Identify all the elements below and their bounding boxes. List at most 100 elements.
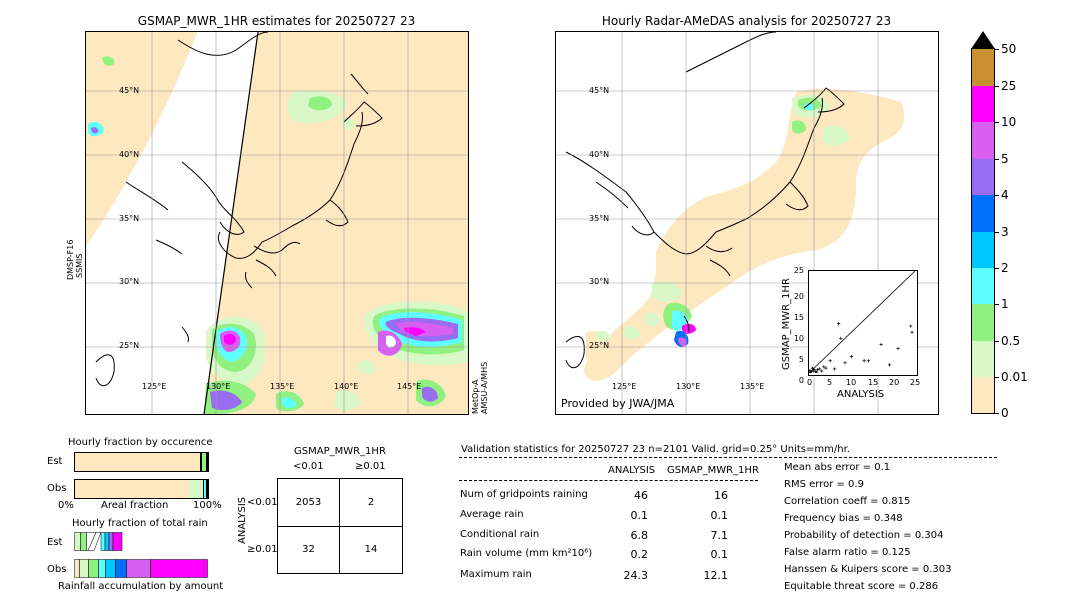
data-credit: Provided by JWA/JMA — [561, 397, 675, 410]
left-lon-label-130: 130°E — [206, 382, 231, 391]
left-map-canvas — [86, 32, 468, 414]
colorbar-label-5: 5 — [1001, 152, 1009, 166]
scatter-point-12 — [832, 367, 837, 371]
left-lon-label-145: 145°E — [397, 382, 422, 391]
contingency-col-ge: ≥0.01 — [355, 461, 386, 472]
contingency-grid: 2053 2 32 14 — [277, 478, 403, 574]
validation-divider-top — [459, 457, 997, 458]
scatter-point-10 — [824, 366, 828, 370]
scatter-point-14 — [839, 336, 843, 340]
colorbar-label-4: 4 — [1001, 188, 1009, 202]
validation-header: Validation statistics for 20250727 23 n=… — [461, 444, 850, 455]
right-lat-label-40: 40°N — [589, 150, 610, 159]
scatter-point-15 — [843, 361, 847, 365]
total-rain-obs-bar — [74, 559, 208, 578]
scatter-point-18 — [866, 359, 870, 363]
total-rain-est-bar — [74, 532, 123, 551]
left-map-panel — [85, 31, 469, 415]
scatter-point-8 — [820, 369, 824, 373]
scatter-point-13 — [837, 322, 841, 326]
stat-analysis-conditional: 6.8 — [630, 529, 649, 542]
total-rain-est-label: Est — [47, 537, 63, 548]
contingency-cell-lt-ge: 2 — [367, 497, 375, 508]
contingency-row-ge: ≥0.01 — [247, 544, 278, 555]
validation-col-analysis: ANALYSIS — [608, 465, 656, 476]
left-lat-label-35: 35°N — [119, 214, 140, 223]
stat-analysis-average: 0.1 — [630, 509, 649, 522]
scatter-point-9 — [822, 365, 826, 369]
scatter-diagonal — [808, 270, 916, 374]
scatter-point-20 — [887, 363, 892, 367]
occurrence-obs-bar — [74, 479, 209, 499]
right-lon-label-135: 135°E — [740, 382, 765, 391]
scatter-plot-area — [808, 270, 918, 376]
occurrence-x1: 100% — [193, 500, 222, 511]
right-lat-label-45: 45°N — [589, 86, 610, 95]
left-sensor-label-2: SSMIS — [75, 253, 84, 279]
left-map-title: GSMAP_MWR_1HR estimates for 20250727 23 — [137, 14, 416, 28]
stat-gsmap-maximum: 12.1 — [703, 569, 729, 582]
scatter-xtick-15: 15 — [868, 378, 879, 387]
validation-divider-cols — [459, 480, 758, 481]
scatter-point-19 — [879, 342, 883, 347]
right-sensor-label-1: MetOp-A — [471, 379, 480, 414]
left-lon-label-135: 135°E — [270, 382, 295, 391]
scatter-point-5 — [810, 366, 814, 370]
scatter-point-6 — [812, 367, 816, 371]
scatter-ytick-0: 0 — [798, 376, 804, 385]
right-lat-label-35: 35°N — [589, 214, 610, 223]
right-map-panel — [555, 31, 939, 415]
colorbar-label-1: 1 — [1001, 297, 1009, 311]
score-rmse: RMS error = 0.9 — [784, 479, 864, 490]
scatter-point-17 — [862, 359, 866, 363]
colorbar-swatch-3-4 — [972, 195, 994, 232]
contingency-row-lt: <0.01 — [247, 497, 278, 508]
right-sensor-label-2: AMSU-A/MHS — [480, 361, 489, 414]
occurrence-est-label: Est — [47, 456, 63, 467]
right-lon-label-125: 125°E — [612, 382, 637, 391]
scatter-xtick-0: 0 — [807, 378, 813, 387]
scatter-xtick-20: 20 — [889, 378, 900, 387]
colorbar-swatch-10-25 — [972, 86, 994, 122]
scatter-point-16 — [849, 355, 853, 359]
colorbar-label-2: 2 — [1001, 261, 1009, 275]
score-hk: Hanssen & Kuipers score = 0.303 — [784, 564, 952, 575]
right-lon-label-130: 130°E — [676, 382, 701, 391]
left-lat-label-30: 30°N — [119, 277, 140, 286]
scatter-point-22 — [909, 324, 913, 328]
stat-gsmap-average: 0.1 — [710, 509, 729, 522]
right-map-title: Hourly Radar-AMeDAS analysis for 2025072… — [601, 14, 892, 28]
scatter-point-2 — [811, 369, 815, 373]
left-lat-label-25: 25°N — [119, 341, 140, 350]
colorbar-label-50: 50 — [1001, 42, 1017, 56]
scatter-ytick-10: 10 — [793, 334, 804, 343]
left-lon-label-125: 125°E — [142, 382, 167, 391]
colorbar-swatch-4-5 — [972, 159, 994, 195]
score-pod: Probability of detection = 0.304 — [784, 530, 944, 541]
colorbar-extend-triangle — [971, 31, 995, 49]
scatter-point-11 — [828, 359, 832, 363]
score-correlation: Correlation coeff = 0.815 — [784, 496, 911, 507]
scatter-point-21 — [896, 346, 900, 351]
stat-label-conditional: Conditional rain — [460, 529, 540, 540]
right-lat-label-25: 25°N — [589, 341, 610, 350]
validation-col-gsmap: GSMAP_MWR_1HR — [667, 465, 759, 476]
score-far: False alarm ratio = 0.125 — [784, 547, 911, 558]
scatter-xtick-10: 10 — [846, 378, 857, 387]
scatter-xlabel: ANALYSIS — [837, 389, 885, 400]
scatter-ytick-15: 15 — [793, 313, 804, 322]
left-lat-label-40: 40°N — [119, 150, 140, 159]
colorbar-label-10: 10 — [1001, 115, 1017, 129]
scatter-point-1 — [809, 369, 814, 373]
left-swath-west — [86, 32, 198, 247]
stat-gsmap-gridpoints: 16 — [714, 489, 728, 502]
scatter-xtick-25: 25 — [910, 378, 921, 387]
colorbar-swatch-1-2 — [972, 268, 994, 304]
colorbar-swatch-25-50 — [972, 49, 994, 86]
colorbar-swatch-05-1 — [972, 304, 994, 341]
scatter-ytick-20: 20 — [793, 292, 804, 301]
stat-label-maximum: Maximum rain — [460, 569, 532, 580]
scatter-point-23 — [910, 330, 914, 334]
colorbar-swatch-001-05 — [972, 341, 994, 377]
contingency-col-lt: <0.01 — [293, 461, 324, 472]
